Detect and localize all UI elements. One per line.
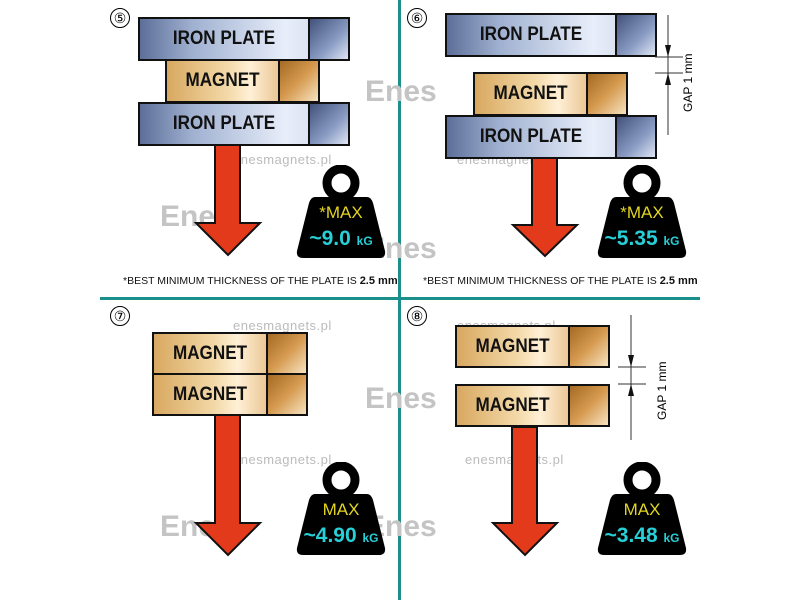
gap-dimension-marker xyxy=(618,315,646,440)
max-value: ~3.48 kG xyxy=(604,524,680,547)
block-label: MAGNET xyxy=(475,335,550,357)
watermark-logo: Enes xyxy=(365,75,437,108)
weight-icon xyxy=(597,461,687,555)
block-label: IRON PLATE xyxy=(172,28,276,49)
iron-plate: IRON PLATE xyxy=(138,17,350,61)
max-label: *MAX xyxy=(620,203,664,222)
gap-label: GAP 1 mm xyxy=(681,53,695,112)
max-label: MAX xyxy=(322,500,360,519)
block-label: MAGNET xyxy=(172,383,248,405)
magnet-block: MAGNET xyxy=(455,325,610,368)
watermark-url: enesmagnets.pl xyxy=(233,318,332,333)
weight-icon xyxy=(296,461,386,555)
block-label: MAGNET xyxy=(475,394,550,416)
weight-icon xyxy=(597,164,687,258)
iron-plate: IRON PLATE xyxy=(445,115,657,159)
magnet-block: MAGNET xyxy=(152,332,308,375)
weight-icon xyxy=(296,164,386,258)
watermark-url: enesmagnets.pl xyxy=(233,452,332,467)
watermark-url: enesmagnets.pl xyxy=(233,152,332,167)
panel-number: ⑦ xyxy=(110,306,130,326)
weight-badge: *MAX ~9.0 kG xyxy=(295,164,387,265)
max-value: ~4.90 kG xyxy=(303,524,379,547)
panel-number: ⑧ xyxy=(407,306,427,326)
block-label: IRON PLATE xyxy=(172,113,276,134)
gap-label: GAP 1 mm xyxy=(655,361,669,420)
magnet-block: MAGNET xyxy=(152,373,308,416)
horizontal-divider xyxy=(100,297,700,300)
panel-number: ⑥ xyxy=(407,8,427,28)
weight-badge: MAX ~3.48 kG xyxy=(596,461,688,562)
footnote: *BEST MINIMUM THICKNESS OF THE PLATE IS … xyxy=(123,275,398,287)
iron-plate: IRON PLATE xyxy=(138,102,350,146)
block-label: IRON PLATE xyxy=(479,126,583,147)
watermark-logo: Enes xyxy=(365,382,437,415)
iron-plate: IRON PLATE xyxy=(445,13,657,57)
block-label: MAGNET xyxy=(493,83,568,104)
force-arrow-icon xyxy=(490,427,560,557)
force-arrow-icon xyxy=(193,145,263,257)
force-arrow-icon xyxy=(193,415,263,557)
block-label: IRON PLATE xyxy=(479,24,583,45)
force-arrow-icon xyxy=(510,158,580,258)
max-label: MAX xyxy=(623,500,661,519)
magnet-block: MAGNET xyxy=(473,72,628,116)
max-label: *MAX xyxy=(319,203,363,222)
magnet-block: MAGNET xyxy=(455,384,610,427)
weight-badge: MAX ~4.90 kG xyxy=(295,461,387,562)
vertical-divider xyxy=(398,0,401,600)
max-value: ~9.0 kG xyxy=(309,227,373,250)
panel-number: ⑤ xyxy=(110,8,130,28)
block-label: MAGNET xyxy=(185,70,260,91)
footnote: *BEST MINIMUM THICKNESS OF THE PLATE IS … xyxy=(423,275,698,287)
max-value: ~5.35 kG xyxy=(604,227,680,250)
gap-dimension-marker xyxy=(655,15,683,135)
block-label: MAGNET xyxy=(172,342,248,364)
magnet-block: MAGNET xyxy=(165,59,320,103)
weight-badge: *MAX ~5.35 kG xyxy=(596,164,688,265)
